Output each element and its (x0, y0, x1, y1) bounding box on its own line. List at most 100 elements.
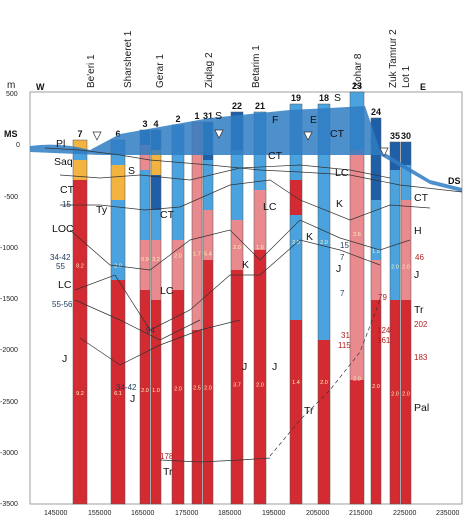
unit-label: E (310, 114, 317, 126)
inner-value: 1.4 (292, 380, 300, 386)
column-count: 4 (153, 119, 158, 129)
column-segment (371, 300, 381, 504)
red-number: 46 (415, 253, 424, 262)
red-number: 183 (414, 353, 428, 362)
inner-value: 0.9 (141, 257, 149, 263)
column-segment (350, 380, 364, 504)
inner-value: 2.0 (292, 240, 300, 246)
inner-value: 2.0 (320, 240, 328, 246)
unit-label: J (242, 361, 247, 373)
column-segment (73, 150, 87, 160)
well-column (230, 111, 244, 505)
y-tick: 0 (16, 142, 20, 149)
unit-number: 55-56 (52, 300, 73, 309)
sea-label-ds: DS (448, 176, 461, 186)
well-label: Ziqlag 2 (204, 52, 215, 88)
unit-label: K (306, 231, 313, 243)
y-axis: m 500 0 -500 -1000 -1500 -2000 -2500 -30… (0, 80, 20, 508)
column-segment (151, 210, 161, 240)
column-segment (401, 240, 411, 300)
unit-label: S (128, 165, 135, 177)
well-label: Gerar 1 (155, 54, 166, 88)
y-tick: -500 (4, 194, 18, 201)
correlation-lines (44, 147, 463, 463)
unit-label: LC (160, 285, 174, 297)
column-segment (350, 230, 364, 380)
plot-unit-labels: Ty S CT LC J Tr S F CT LC K J J K S CT L… (96, 92, 429, 478)
direction-west: W (36, 82, 45, 92)
unit-label: CT (414, 192, 429, 204)
unit-number: 34-42 (50, 253, 71, 262)
unit-label: LC (58, 279, 72, 291)
unit-label: LOC (52, 223, 74, 235)
well-column (289, 103, 303, 505)
red-number: 115 (338, 341, 351, 350)
column-count: 35 (390, 131, 400, 141)
x-tick: 175000 (175, 510, 198, 517)
column-segment (73, 235, 87, 504)
column-segment (140, 170, 150, 240)
inner-value: 3.7 (233, 382, 241, 388)
unit-number: 55 (56, 262, 65, 271)
unit-label: J (130, 393, 135, 405)
column-segment (254, 250, 266, 504)
well-label: Be'eri 1 (86, 54, 97, 88)
inner-value: 1.7 (193, 252, 201, 258)
inner-value: 1.5 (372, 249, 380, 255)
column-count: 18 (319, 93, 329, 103)
blue-number: 7 (340, 253, 345, 262)
column-segment (401, 165, 411, 200)
unit-label: Tr (304, 405, 314, 417)
unit-label: Saq (54, 156, 73, 168)
column-segment (203, 210, 213, 260)
well-label: Betarim 1 (251, 45, 262, 88)
unit-label: Pal (414, 402, 429, 414)
column-segment (401, 300, 411, 504)
sea-surface (30, 106, 462, 192)
inner-value: 2.0 (204, 385, 212, 391)
column-segment (192, 160, 202, 240)
unit-label: LC (335, 167, 349, 179)
column-segment (203, 160, 213, 210)
inner-value: 2.0 (114, 263, 122, 269)
inner-value: 2.0 (391, 391, 399, 397)
column-segment (350, 150, 364, 230)
column-segment (401, 142, 411, 165)
unit-label: S (215, 110, 222, 122)
y-tick: -2500 (0, 399, 18, 406)
column-count: 1 (194, 111, 199, 121)
well-columns: 78.29.262.06.130.92.043.21.022.02.011.72… (72, 81, 412, 505)
unit-label: J (414, 269, 419, 281)
column-count: 22 (232, 101, 242, 111)
red-number: 178 (160, 452, 174, 461)
inner-value: 2.5 (193, 385, 201, 391)
y-tick: -3500 (0, 501, 18, 508)
column-segment (390, 300, 400, 504)
inner-value: 1.6 (256, 245, 264, 251)
inner-value: 2.0 (141, 388, 149, 394)
column-segment (73, 140, 87, 150)
inner-value: 2.0 (402, 265, 410, 271)
inner-value: 1.0 (152, 388, 160, 394)
x-tick: 225000 (393, 510, 416, 517)
column-segment (73, 180, 87, 235)
well-column (72, 139, 88, 505)
column-segment (172, 240, 184, 290)
unit-label: CT (60, 184, 75, 196)
unit-label: K (242, 259, 249, 271)
y-tick: -1000 (0, 245, 18, 252)
x-tick: 155000 (88, 510, 111, 517)
column-segment (73, 160, 87, 180)
y-tick: -2000 (0, 347, 18, 354)
x-tick: 165000 (131, 510, 154, 517)
unit-label: Tr (163, 466, 173, 478)
well-labels: Be'eri 1 Sharsheret 1 Gerar 1 Ziqlag 2 B… (86, 29, 412, 88)
unit-label: K (336, 198, 343, 210)
inner-value: 2.0 (402, 391, 410, 397)
column-segment (203, 260, 213, 504)
well-column (253, 111, 267, 505)
column-count: 19 (291, 93, 301, 103)
x-tick: 145000 (44, 510, 67, 517)
unit-label: CT (330, 128, 345, 140)
